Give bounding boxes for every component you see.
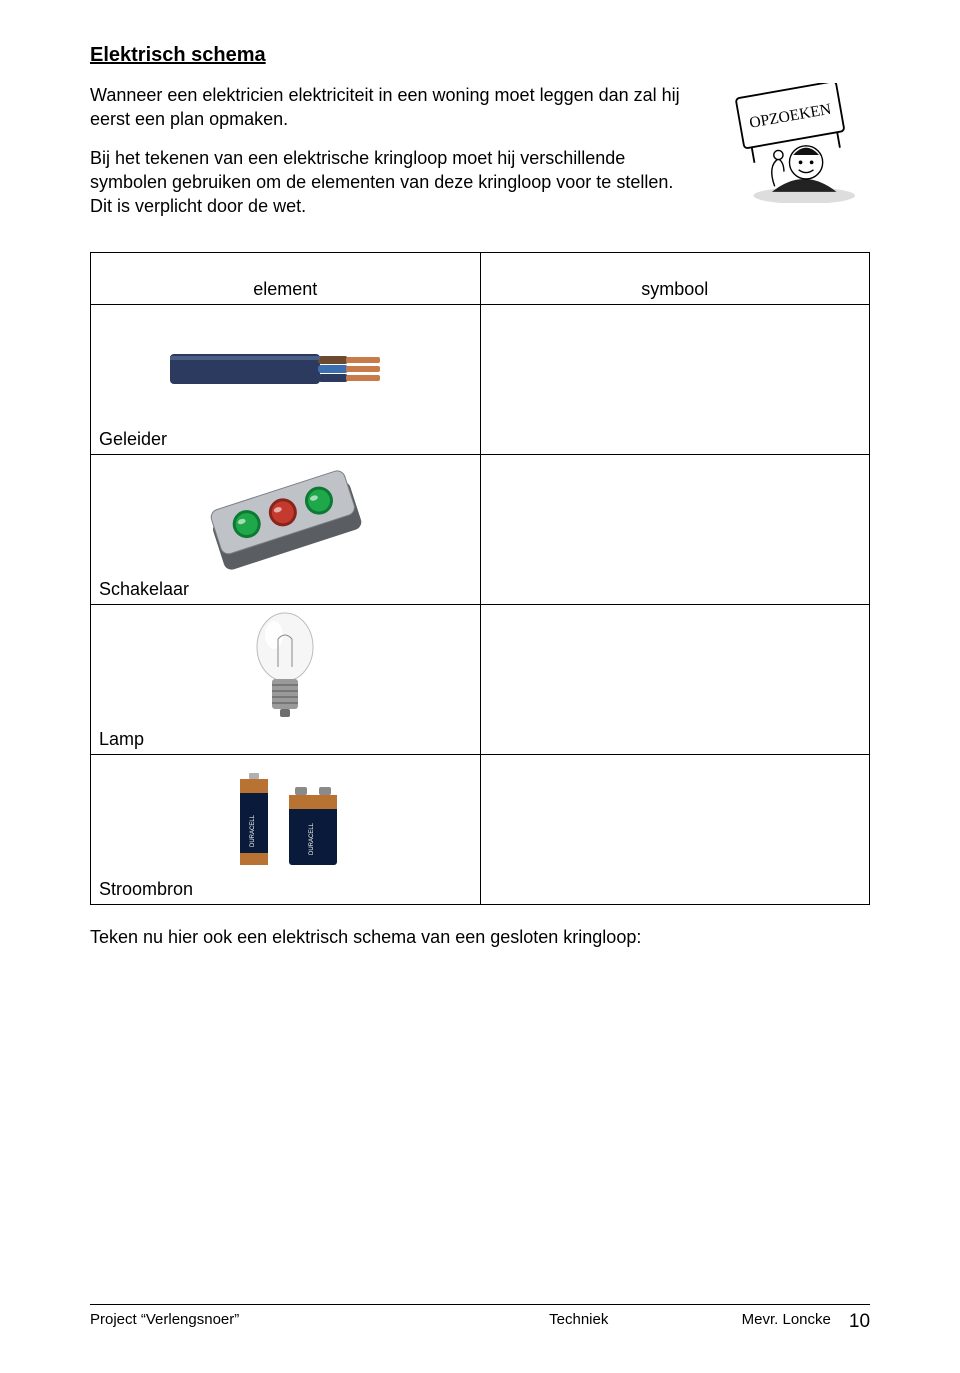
page-footer: Project “Verlengsnoer” Techniek Mevr. Lo… <box>90 1304 870 1333</box>
batteries-icon: DURACELL DURACELL <box>91 761 480 876</box>
footer-left: Project “Verlengsnoer” <box>90 1311 416 1333</box>
footer-center: Techniek <box>416 1311 742 1333</box>
svg-text:DURACELL: DURACELL <box>250 814 256 847</box>
bulb-icon <box>91 611 480 726</box>
paragraph-1: Wanneer een elektricien elektriciteit in… <box>90 83 700 132</box>
cell-schakelaar: Schakelaar <box>91 455 481 605</box>
cell-lamp: Lamp <box>91 605 481 755</box>
instruction-text: Teken nu hier ook een elektrisch schema … <box>90 927 870 948</box>
paragraph-2: Bij het tekenen van een elektrische krin… <box>90 146 700 219</box>
label-lamp: Lamp <box>99 729 144 750</box>
label-stroombron: Stroombron <box>99 879 193 900</box>
switchbox-icon <box>91 461 480 576</box>
opzoeken-graphic: OPZOEKEN <box>720 83 870 203</box>
symbol-schakelaar <box>480 455 870 605</box>
header-element: element <box>91 253 481 305</box>
symbol-geleider <box>480 305 870 455</box>
cell-stroombron: DURACELL DURACELL Stroombron <box>91 755 481 905</box>
cell-geleider: Geleider <box>91 305 481 455</box>
symbol-lamp <box>480 605 870 755</box>
footer-page-number: 10 <box>849 1311 870 1333</box>
footer-right: Mevr. Loncke <box>742 1311 831 1333</box>
label-geleider: Geleider <box>99 429 167 450</box>
intro-text: Wanneer een elektricien elektriciteit in… <box>90 83 700 232</box>
cartoon-person-icon <box>753 146 855 203</box>
header-symbol: symbool <box>480 253 870 305</box>
page-title: Elektrisch schema <box>90 44 870 67</box>
svg-text:DURACELL: DURACELL <box>309 822 315 855</box>
symbol-stroombron <box>480 755 870 905</box>
intro-row: Wanneer een elektricien elektriciteit in… <box>90 83 870 232</box>
label-schakelaar: Schakelaar <box>99 579 189 600</box>
element-symbol-table: element symbool Gel <box>90 252 870 905</box>
cable-icon <box>91 311 480 426</box>
